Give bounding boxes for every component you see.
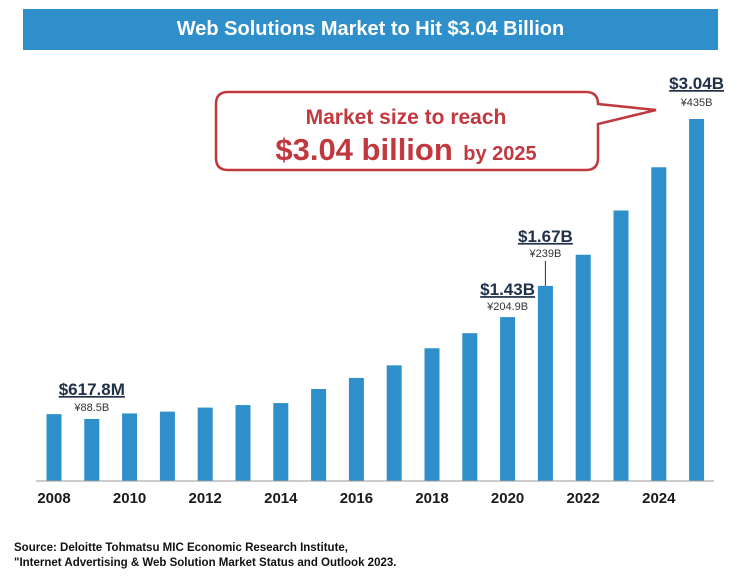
callout-bubble xyxy=(214,90,657,172)
chart-title: Web Solutions Market to Hit $3.04 Billio… xyxy=(23,9,718,50)
bar-2022 xyxy=(575,254,591,481)
bar-2025 xyxy=(689,119,705,481)
bar-2023 xyxy=(613,210,629,481)
source-line-1: Source: Deloitte Tohmatsu MIC Economic R… xyxy=(14,542,348,554)
annotation-jpy-2025: ¥435B xyxy=(680,97,713,109)
annotation-jpy-2020: ¥204.9B xyxy=(486,301,528,313)
x-tick-2008: 2008 xyxy=(37,490,70,507)
x-tick-2024: 2024 xyxy=(642,490,676,507)
bar-2015 xyxy=(311,388,327,481)
annotation-usd-2021: $1.67B xyxy=(518,227,573,246)
bar-2018 xyxy=(424,348,440,481)
bar-2008 xyxy=(46,414,62,481)
bar-2020 xyxy=(500,317,516,481)
x-tick-2022: 2022 xyxy=(567,490,600,507)
bar-2021 xyxy=(537,285,553,481)
annotation-jpy-2021: ¥239B xyxy=(528,248,561,260)
x-tick-2016: 2016 xyxy=(340,490,373,507)
annotation-usd-2009: $617.8M xyxy=(59,380,125,399)
x-tick-2012: 2012 xyxy=(189,490,222,507)
annotation-usd-2025: $3.04B xyxy=(669,74,724,93)
x-tick-2014: 2014 xyxy=(264,490,298,507)
bar-2010 xyxy=(122,413,138,481)
bar-2013 xyxy=(235,405,251,481)
bar-2017 xyxy=(386,365,402,481)
x-tick-2010: 2010 xyxy=(113,490,146,507)
callout-line1: Market size to reach xyxy=(306,106,507,129)
bar-2019 xyxy=(462,333,478,481)
source-note: Source: Deloitte Tohmatsu MIC Economic R… xyxy=(14,541,396,571)
annotation-usd-2020: $1.43B xyxy=(480,280,535,299)
callout-line2: $3.04 billion by 2025 xyxy=(275,132,536,167)
callout-value: $3.04 billion xyxy=(275,132,452,167)
source-line-2: "Internet Advertising & Web Solution Mar… xyxy=(14,557,397,569)
bar-2012 xyxy=(197,407,213,481)
x-tick-2018: 2018 xyxy=(415,490,448,507)
callout-suffix: by 2025 xyxy=(463,143,536,165)
annotation-jpy-2009: ¥88.5B xyxy=(73,402,109,414)
x-tick-2020: 2020 xyxy=(491,490,524,507)
bar-2024 xyxy=(651,167,667,481)
bar-2009 xyxy=(84,418,100,481)
bar-2011 xyxy=(159,411,175,481)
bar-2014 xyxy=(273,403,289,481)
bar-2016 xyxy=(348,377,364,481)
